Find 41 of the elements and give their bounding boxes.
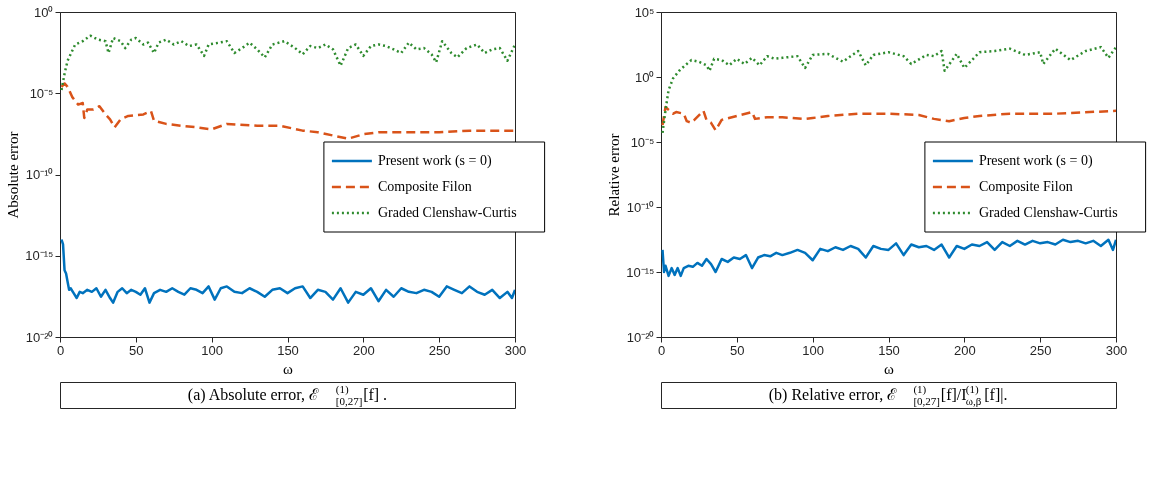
- legend-label: Graded Clenshaw-Curtis: [978, 205, 1118, 220]
- line-series: [60, 238, 515, 304]
- x-tick-label: 0: [56, 342, 65, 358]
- legend-label: Present work (s = 0): [377, 153, 492, 169]
- y-tick-label: 10⁻¹⁵: [25, 248, 54, 264]
- y-tick-label: 10⁻⁵: [630, 134, 655, 150]
- y-tick-label: 10⁰: [635, 69, 655, 85]
- legend-label: Graded Clenshaw-Curtis: [377, 205, 517, 220]
- x-tick-label: 200: [352, 342, 375, 358]
- y-tick-label: 10⁻¹⁰: [25, 167, 54, 182]
- line-series: [661, 238, 1116, 278]
- y-tick-label: 10⁻²⁰: [626, 329, 655, 345]
- legend-label: Composite Filon: [978, 179, 1073, 194]
- line-series: [60, 34, 515, 92]
- x-tick-label: 300: [504, 342, 527, 358]
- y-tick-label: 10⁻¹⁵: [626, 264, 655, 280]
- x-tick-label: 100: [802, 342, 825, 358]
- y-tick-label: 10⁰: [34, 4, 54, 20]
- y-tick-label: 10⁻¹⁰: [626, 199, 655, 215]
- x-tick-label: 50: [129, 342, 144, 358]
- x-tick-label: 250: [1029, 342, 1052, 358]
- x-tick-label: 100: [201, 342, 224, 358]
- x-tick-label: 50: [730, 342, 745, 358]
- y-axis-title: Relative error: [606, 133, 623, 217]
- y-tick-label: 10⁻⁵: [29, 85, 54, 101]
- y-axis-title: Absolute error: [5, 131, 22, 219]
- x-tick-label: 150: [878, 342, 900, 358]
- x-axis-title: ω: [884, 360, 895, 377]
- x-tick-label: 150: [277, 342, 299, 358]
- x-tick-label: 250: [428, 342, 451, 358]
- x-tick-label: 300: [1105, 342, 1128, 358]
- line-series: [60, 82, 515, 140]
- y-tick-label: 10⁵: [634, 4, 655, 20]
- line-series: [661, 45, 1116, 135]
- y-tick-label: 10⁻²⁰: [25, 329, 54, 345]
- legend-label: Composite Filon: [377, 179, 472, 194]
- x-axis-title: ω: [283, 360, 294, 377]
- x-tick-label: 0: [657, 342, 666, 358]
- x-tick-label: 200: [953, 342, 976, 358]
- line-series: [661, 105, 1116, 132]
- legend-label: Present work (s = 0): [978, 153, 1093, 169]
